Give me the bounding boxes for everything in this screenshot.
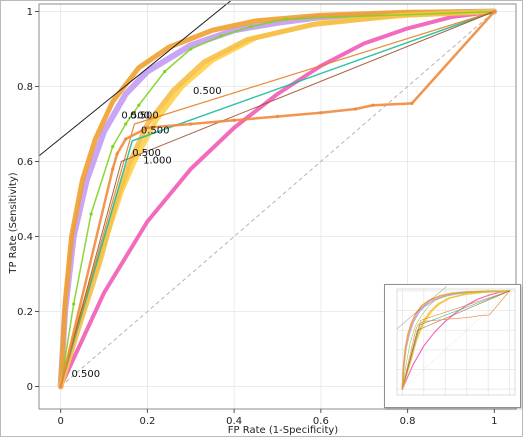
y-tick-label: 0 xyxy=(27,382,33,393)
roc-curve-7 xyxy=(59,10,496,388)
x-tick-label: 0.6 xyxy=(313,416,329,427)
inset-series xyxy=(396,285,511,391)
iso-performance-line xyxy=(396,285,447,329)
y-tick-label: 1 xyxy=(27,7,33,18)
roc-curve-10 xyxy=(401,290,511,390)
x-tick-label: 0.4 xyxy=(226,416,242,427)
roc-curve-8 xyxy=(60,10,495,388)
series-layer xyxy=(38,1,498,390)
inset-thumbnail[interactable] xyxy=(384,284,521,408)
y-tick-label: 0.4 xyxy=(17,232,33,243)
roc-curve-3 xyxy=(58,9,497,389)
roc-point xyxy=(189,122,193,126)
plot-area-border xyxy=(38,3,517,410)
roc-point xyxy=(89,212,93,216)
roc-point xyxy=(115,152,119,156)
roc-point xyxy=(249,24,254,29)
inset-axis xyxy=(396,288,516,396)
roc-point xyxy=(371,103,375,107)
grid-layer xyxy=(39,4,516,409)
roc-curve-9 xyxy=(60,11,495,387)
roc-curve-3 xyxy=(401,290,511,390)
roc-point xyxy=(59,384,63,389)
roc-point xyxy=(492,9,496,14)
roc-point xyxy=(275,114,280,119)
roc-curve-5 xyxy=(401,290,511,390)
roc-point xyxy=(410,101,414,105)
roc-point xyxy=(219,34,223,38)
roc-point xyxy=(284,17,288,21)
roc-curve-1 xyxy=(401,290,511,390)
roc-point xyxy=(319,111,323,115)
roc-point xyxy=(163,69,167,74)
roc-point xyxy=(232,118,236,122)
threshold-label: 0.500 xyxy=(193,86,222,97)
threshold-label: 0.500 xyxy=(141,125,170,136)
plot-area-border xyxy=(396,288,516,396)
random-classifier-diagonal xyxy=(60,11,495,387)
roc-point xyxy=(189,47,193,51)
roc-curve-9 xyxy=(402,290,510,390)
roc-point xyxy=(145,126,150,130)
roc-curve-5 xyxy=(58,9,497,389)
x-tick-label: 1 xyxy=(491,416,497,427)
x-axis-title: FP Rate (1-Specificity) xyxy=(228,425,338,436)
threshold-label: 0.500 xyxy=(121,110,150,121)
y-tick-label: 0.6 xyxy=(17,157,33,168)
roc-point xyxy=(111,167,115,171)
roc-curve-6 xyxy=(402,290,510,390)
threshold-label: 0.500 xyxy=(72,369,101,380)
x-tick-label: 0 xyxy=(57,416,63,427)
axis-layer: 0 0.2 0.4 0.6 0.8 1 0 0.2 0.4 0.6 0.8 1 xyxy=(17,3,517,427)
y-tick-label: 0.2 xyxy=(17,307,33,318)
random-classifier-diagonal xyxy=(402,290,510,390)
inset-plot xyxy=(396,285,516,396)
roc-point xyxy=(124,122,128,126)
roc-point xyxy=(137,103,141,107)
roc-curve-1 xyxy=(58,9,497,389)
roc-point xyxy=(353,107,358,111)
threshold-label: 0.500 xyxy=(132,148,161,159)
threshold-label: 1.000 xyxy=(143,155,172,166)
y-tick-label: 0.8 xyxy=(17,82,33,93)
threshold-label: 0.500 xyxy=(130,110,159,121)
roc-point xyxy=(72,302,76,306)
iso-performance-line xyxy=(38,1,232,157)
roc-curve-6 xyxy=(59,10,496,388)
roc-point xyxy=(111,144,115,149)
x-tick-label: 0.2 xyxy=(139,416,155,427)
roc-point xyxy=(124,137,128,141)
y-axis-title: TP Rate (Sensitivity) xyxy=(8,172,19,274)
x-tick-label: 0.8 xyxy=(400,416,416,427)
